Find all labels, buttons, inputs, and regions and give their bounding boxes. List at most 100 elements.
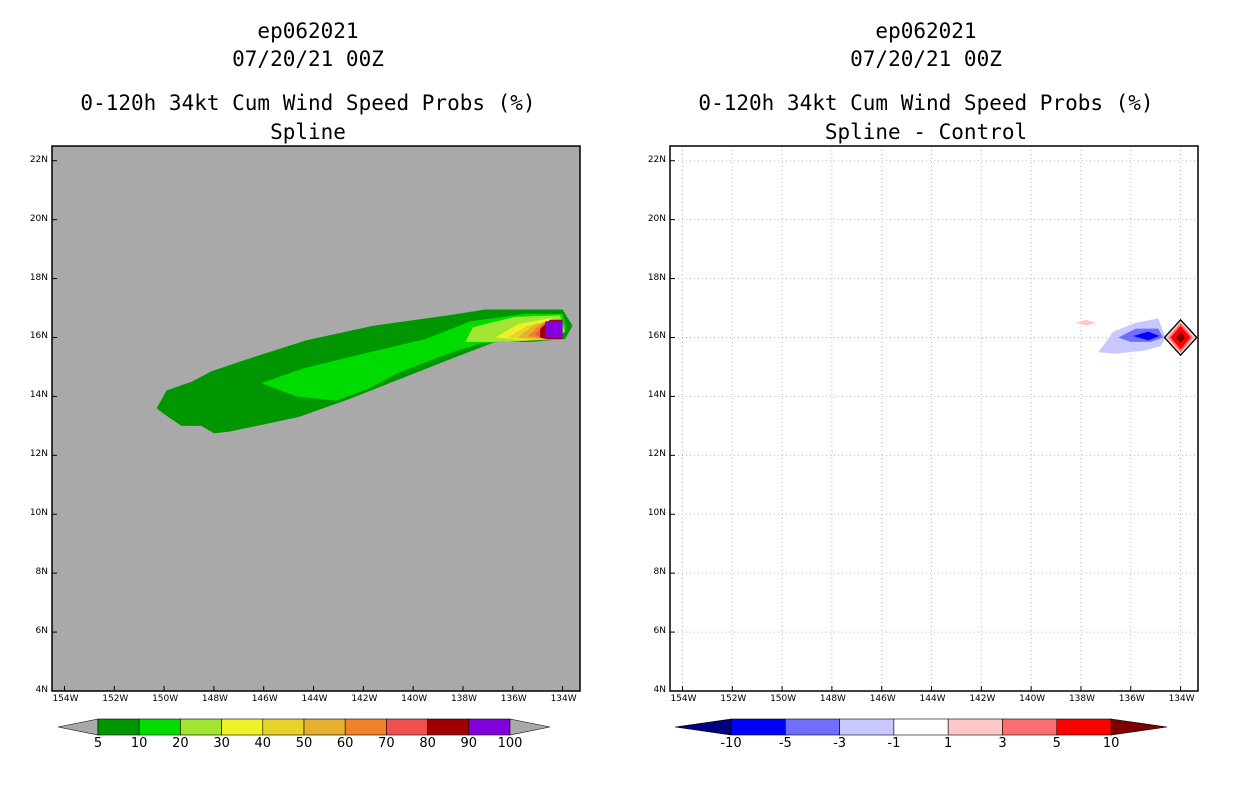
left-colorbar-swatch (344, 718, 387, 736)
right-map-frame (669, 145, 1199, 692)
left-title-method: Spline (270, 120, 346, 144)
left-title-storm-id: ep062021 (257, 19, 359, 43)
left-lat-tick-label: 6N (35, 626, 48, 637)
left-map-frame (51, 145, 581, 692)
left-colorbar-label: 5 (93, 736, 103, 751)
right-map-background (670, 146, 1198, 691)
left-colorbar-label: 80 (419, 736, 436, 751)
left-colorbar-label: 90 (460, 736, 478, 751)
right-contour--10--5 (1133, 331, 1160, 341)
left-lon-tick-label: 148W (201, 694, 228, 704)
right-lat-tick-label: 18N (647, 272, 666, 283)
left-lon-tick-label: 144W (301, 694, 328, 704)
left-lon-tick-label: 154W (52, 694, 79, 704)
right-colorbar-label: 1 (944, 736, 953, 751)
left-lat-tick-label: 18N (29, 272, 48, 283)
right-colorbar-swatch (839, 718, 895, 736)
right-lon-tick-label: 138W (1068, 694, 1096, 704)
right-lon-tick-label: 140W (1019, 694, 1046, 704)
right-diamond-outline (1163, 318, 1198, 357)
right-lat-tick-label: 22N (647, 154, 666, 165)
left-colorbar-label: 50 (295, 736, 313, 751)
right-colorbar-swatch (1002, 718, 1058, 736)
left-lon-tick-label: 146W (251, 694, 278, 704)
left-colorbar-label: 10 (130, 736, 148, 751)
left-colorbar-swatch (221, 718, 264, 736)
left-colorbar-label: 100 (497, 736, 523, 751)
right-colorbar-label: -3 (833, 736, 847, 751)
left-lon-tick-label: 140W (401, 694, 428, 704)
left-colorbar-swatch (468, 718, 511, 736)
right-colorbar-label: 5 (1052, 736, 1061, 751)
right-colorbar-swatch (1056, 718, 1112, 736)
left-colorbar-left-arrow (57, 718, 99, 736)
right-title-product: 0-120h 34kt Cum Wind Speed Probs (%) (698, 91, 1154, 115)
right-lon-tick-label: 150W (770, 694, 797, 704)
left-title-product: 0-120h 34kt Cum Wind Speed Probs (%) (80, 91, 536, 115)
right-lon-tick-label: 146W (869, 694, 896, 704)
left-lon-tick-label: 152W (102, 694, 129, 704)
right-contour->10 (1176, 332, 1185, 343)
left-contour-90-100 (545, 321, 563, 338)
left-colorbar-swatch (138, 718, 181, 736)
left-colorbar-label: 60 (336, 736, 354, 751)
left-colorbar-swatch (262, 718, 305, 736)
left-colorbar-right-arrow (509, 718, 551, 736)
right-contour-1-3 (1076, 319, 1096, 326)
right-lon-tick-label: 148W (819, 694, 846, 704)
left-colorbar-swatch (386, 718, 428, 736)
left-map-background (52, 146, 580, 691)
left-colorbar-swatch (427, 718, 470, 736)
left-colorbar-swatch (180, 718, 222, 736)
right-lon-tick-label: 134W (1168, 694, 1195, 704)
right-colorbar-swatch (730, 718, 786, 736)
left-lon-tick-label: 150W (152, 694, 179, 704)
right-title-datetime: 07/20/21 00Z (850, 47, 1002, 71)
right-lat-tick-label: 10N (647, 508, 666, 519)
left-lat-tick-label: 4N (35, 685, 48, 695)
left-title-datetime: 07/20/21 00Z (232, 47, 384, 71)
left-colorbar-label: 20 (172, 736, 189, 751)
right-lat-tick-label: 20N (647, 213, 666, 224)
right-lat-tick-label: 6N (653, 626, 666, 637)
right-colorbar-label: 3 (998, 736, 1007, 751)
right-lat-tick-label: 12N (647, 449, 666, 460)
left-colorbar-swatch (97, 718, 140, 736)
right-colorbar-left-arrow (674, 718, 732, 736)
right-colorbar-right-arrow (1110, 718, 1168, 736)
right-lat-tick-label: 8N (653, 567, 666, 578)
right-lon-tick-label: 142W (969, 694, 996, 704)
right-colorbar-swatch (893, 718, 949, 736)
left-lat-tick-label: 12N (29, 449, 48, 460)
left-lat-tick-label: 8N (35, 567, 48, 578)
left-lon-tick-label: 134W (550, 694, 577, 704)
left-lon-tick-label: 136W (500, 694, 527, 704)
left-lat-tick-label: 22N (29, 154, 48, 165)
left-lon-tick-label: 142W (351, 694, 378, 704)
left-colorbar-label: 30 (213, 736, 230, 751)
right-lat-tick-label: 14N (647, 390, 666, 401)
right-lon-tick-label: 136W (1118, 694, 1145, 704)
right-lat-tick-label: 4N (653, 685, 666, 695)
left-lat-tick-label: 20N (29, 213, 48, 224)
right-colorbar-swatch (947, 718, 1003, 736)
right-title-storm-id: ep062021 (875, 19, 977, 43)
right-lon-tick-label: 154W (670, 694, 697, 704)
left-lon-tick-label: 138W (450, 694, 478, 704)
right-title-method: Spline - Control (824, 120, 1028, 144)
right-colorbar-label: 10 (1102, 736, 1120, 751)
right-colorbar-label: -5 (778, 736, 792, 751)
right-colorbar-swatch (784, 718, 840, 736)
left-lat-tick-label: 14N (29, 390, 48, 401)
left-colorbar-label: 70 (378, 736, 395, 751)
right-lon-tick-label: 144W (919, 694, 946, 704)
right-lon-tick-label: 152W (720, 694, 747, 704)
left-lat-tick-label: 10N (29, 508, 48, 519)
left-colorbar-label: 40 (254, 736, 272, 751)
left-lat-tick-label: 16N (29, 331, 48, 342)
right-colorbar-label: -1 (887, 736, 901, 751)
right-lat-tick-label: 16N (647, 331, 666, 342)
right-colorbar-label: -10 (720, 736, 742, 751)
left-colorbar-swatch (303, 718, 346, 736)
